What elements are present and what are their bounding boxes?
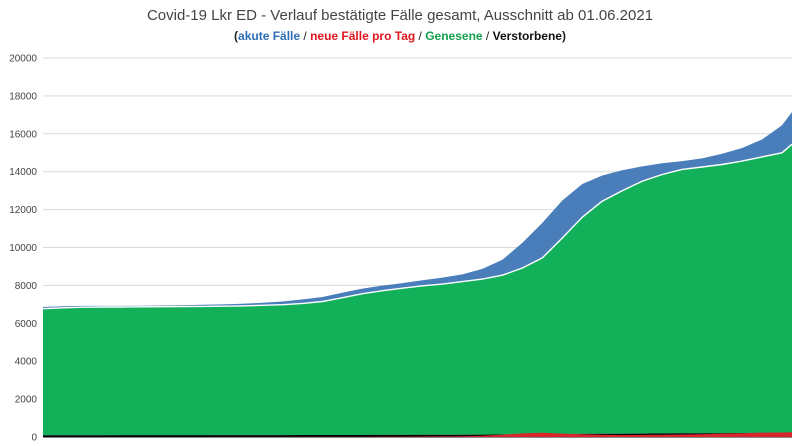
subtitle-close: ) bbox=[561, 29, 566, 43]
chart-subtitle: (akute Fälle / neue Fälle pro Tag / Gene… bbox=[0, 29, 800, 43]
legend-separator: / bbox=[482, 29, 493, 43]
chart-title: Covid-19 Lkr ED - Verlauf bestätigte Fäl… bbox=[146, 7, 654, 24]
subtitle-open: ( bbox=[234, 29, 239, 43]
legend-separator: / bbox=[300, 29, 311, 43]
legend-akute-faelle: akute Fälle bbox=[238, 29, 301, 43]
legend-verstorbene: Verstorbene bbox=[492, 29, 562, 43]
series-genesene-area bbox=[43, 144, 792, 436]
series-neue-faelle-area bbox=[43, 432, 792, 437]
legend-separator: / bbox=[415, 29, 426, 43]
y-tick-label: 4000 bbox=[15, 357, 38, 368]
y-tick-label: 0 bbox=[31, 433, 37, 444]
y-tick-label: 6000 bbox=[15, 319, 38, 330]
genesene-boundary-line bbox=[42, 143, 793, 310]
legend-neue-faelle: neue Fälle pro Tag bbox=[310, 29, 416, 43]
y-tick-label: 14000 bbox=[9, 167, 37, 178]
y-tick-label: 18000 bbox=[9, 91, 37, 102]
y-tick-label: 16000 bbox=[9, 129, 37, 140]
area-series bbox=[42, 112, 793, 437]
y-tick-label: 20000 bbox=[9, 54, 37, 65]
y-tick-label: 8000 bbox=[15, 281, 38, 292]
y-tick-label: 2000 bbox=[15, 395, 38, 406]
y-axis-tick-labels: 0 2000 4000 6000 8000 10000 12000 14000 16000 180… bbox=[9, 54, 37, 444]
y-tick-label: 12000 bbox=[9, 205, 37, 216]
legend-genesene: Genesene bbox=[425, 29, 483, 43]
y-tick-label: 10000 bbox=[9, 243, 37, 254]
